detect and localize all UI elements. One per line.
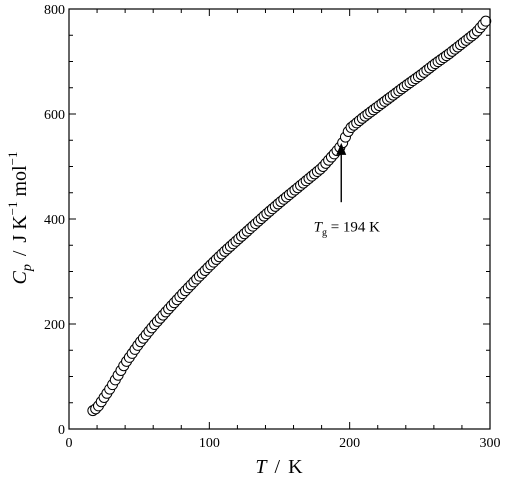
y-axis-var-sub: p	[20, 264, 35, 272]
y-axis-label-group: Cp/J K−1 mol−1	[5, 152, 35, 285]
y-tick-label: 0	[58, 423, 65, 438]
y-axis-unit-mol: mol	[9, 165, 31, 202]
annotation-var-sub: g	[322, 227, 327, 238]
y-axis-separator: /	[9, 250, 31, 256]
x-tick-label: 0	[66, 436, 73, 451]
annotation-tg: Tg = 194 K	[314, 142, 381, 238]
x-axis-unit: K	[288, 456, 303, 478]
annotation-arrow-head	[336, 142, 347, 155]
x-tick-label: 300	[480, 436, 501, 451]
y-axis-label: Cp/J K−1 mol−1	[5, 152, 35, 285]
y-axis-unit-j-k: J K	[9, 215, 31, 243]
x-axis-label: T / K	[255, 456, 303, 478]
x-axis-separator: /	[275, 456, 281, 478]
x-axis-var: T	[255, 456, 268, 478]
y-axis-unit-exp1: −1	[5, 201, 20, 215]
y-axis-var: C	[9, 270, 31, 284]
axis-ticks: 0 100 200 300 0 200 400 600 800	[44, 3, 501, 451]
y-tick-label: 200	[44, 318, 65, 333]
x-tick-label: 100	[199, 436, 220, 451]
annotation-label: Tg = 194 K	[314, 219, 381, 238]
y-tick-label: 400	[44, 213, 65, 228]
annotation-var: T	[314, 219, 324, 235]
y-axis-unit-exp2: −1	[5, 152, 20, 166]
y-tick-label: 600	[44, 108, 65, 123]
x-tick-label: 200	[339, 436, 360, 451]
y-tick-label: 800	[44, 3, 65, 18]
data-points	[87, 15, 492, 417]
annotation-value: = 194 K	[327, 219, 380, 235]
data-point	[480, 15, 492, 27]
